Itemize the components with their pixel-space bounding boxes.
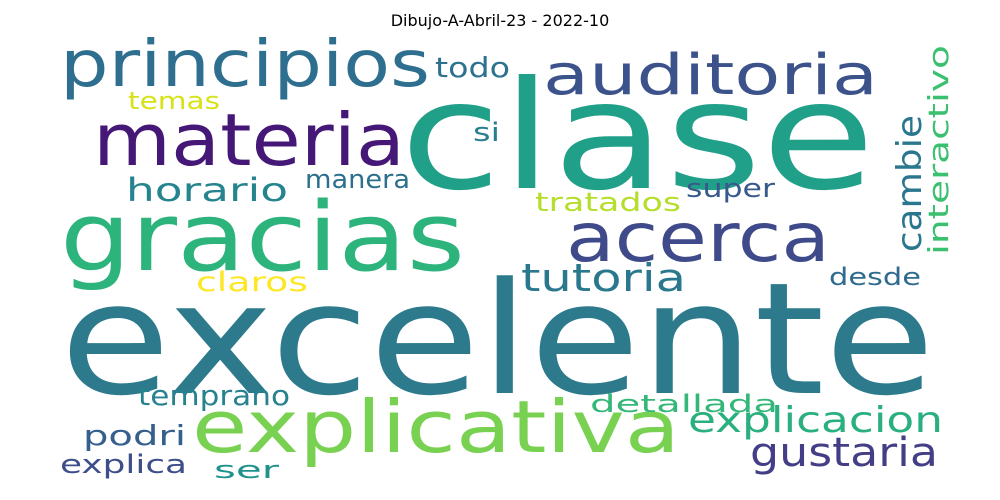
word-claros: claros: [196, 267, 308, 298]
word-si: si: [473, 118, 500, 148]
word-explicativa: explicativa: [192, 385, 680, 469]
word-tutoria: tutoria: [521, 256, 686, 300]
word-horario: horario: [126, 171, 288, 209]
page-title: Dibujo-A-Abril-23 - 2022-10: [390, 11, 610, 30]
word-materia: materia: [93, 98, 405, 182]
word-excelente: excelente: [60, 249, 935, 430]
word-detallada: detallada: [590, 390, 778, 418]
word-temprano: temprano: [138, 379, 290, 412]
word-cambie: cambie: [890, 115, 930, 252]
word-explicacion: explicacion: [688, 400, 943, 441]
word-gracias: gracias: [60, 183, 465, 293]
word-acerca: acerca: [566, 199, 830, 278]
word-manera: manera: [305, 165, 410, 195]
word-tratados: tratados: [535, 188, 681, 218]
word-auditoria: auditoria: [543, 43, 878, 108]
word-podri: podri: [83, 419, 186, 452]
word-temas: temas: [128, 87, 220, 115]
word-gustaria: gustaria: [750, 430, 938, 476]
word-ser: ser: [214, 456, 279, 484]
word-clase: clase: [400, 50, 875, 224]
word-interactivo: interactivo: [922, 45, 955, 255]
word-explica: explica: [60, 450, 187, 480]
word-super: super: [686, 174, 775, 204]
word-principios: principios: [60, 28, 430, 102]
word-desde: desde: [829, 263, 921, 291]
word-todo: todo: [435, 51, 510, 84]
